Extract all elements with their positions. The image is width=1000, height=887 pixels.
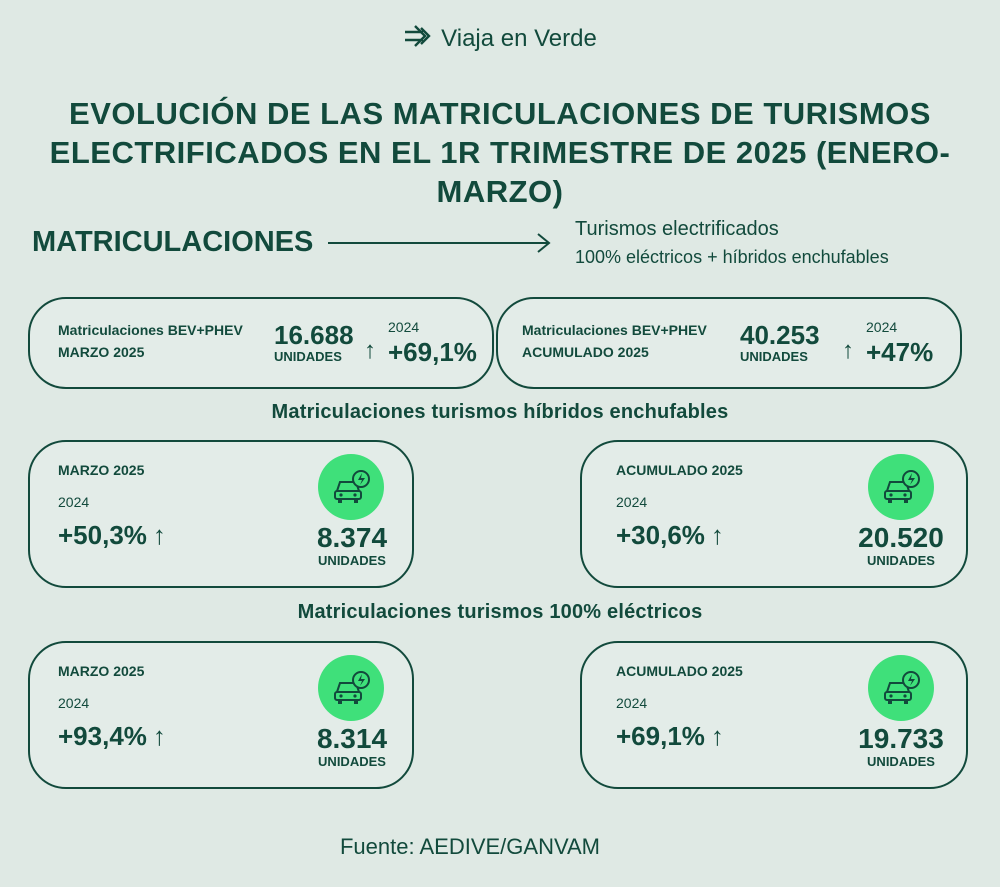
card-units: UNIDADES — [318, 754, 386, 769]
source-note: Fuente: AEDIVE/GANVAM — [339, 834, 601, 859]
card-label: Matriculaciones BEV+PHEV MARZO 2025 — [58, 319, 243, 363]
electric-car-icon — [318, 655, 384, 721]
change-percent: +69,1% — [388, 337, 477, 367]
bev-card-march: MARZO 2025 2024 +93,4% ↑ 8.314 UNIDADES — [28, 641, 414, 789]
card-units: UNIDADES — [318, 553, 386, 568]
change-percent: +93,4% ↑ — [58, 721, 166, 752]
comparison-year: 2024 — [616, 695, 648, 711]
top-card-march: Matriculaciones BEV+PHEV MARZO 2025 16.6… — [28, 297, 494, 389]
change-percent: +47% — [866, 337, 934, 367]
electric-car-icon — [868, 655, 934, 721]
description-line-2: 100% eléctricos + híbridos enchufables — [575, 247, 889, 267]
card-units: UNIDADES — [740, 349, 808, 364]
section-heading: MATRICULACIONES — [32, 226, 314, 258]
change-percent-value: +30,6% — [616, 520, 705, 550]
bev-heading: Matriculaciones turismos 100% eléctricos — [297, 601, 703, 623]
up-arrow-icon: ↑ — [710, 721, 724, 751]
phev-card-march: MARZO 2025 2024 +50,3% ↑ 8.374 UNIDADES — [28, 440, 414, 588]
card-label-line-1: Matriculaciones BEV+PHEV — [58, 322, 243, 338]
card-value: 16.688 — [274, 320, 354, 350]
card-label-line-2: MARZO 2025 — [58, 344, 145, 360]
section-description: Turismos electrificados 100% eléctricos … — [575, 216, 889, 270]
card-period: MARZO 2025 — [58, 663, 145, 679]
card-value: 8.314 — [316, 723, 388, 754]
electric-car-icon — [868, 454, 934, 520]
comparison-year: 2024 — [616, 494, 648, 510]
brand-name: Viaja en Verde — [441, 24, 597, 52]
up-arrow-icon: ↑ — [152, 721, 166, 751]
change-percent-value: +93,4% — [58, 721, 147, 751]
card-label-line-1: Matriculaciones BEV+PHEV — [522, 322, 707, 338]
card-label-line-2: ACUMULADO 2025 — [522, 344, 649, 360]
card-value: 8.374 — [316, 522, 388, 553]
phev-heading: Matriculaciones turismos híbridos enchuf… — [271, 401, 729, 423]
card-value: 40.253 — [740, 320, 820, 350]
comparison-year: 2024 — [866, 319, 898, 335]
comparison-year: 2024 — [58, 695, 90, 711]
title-line-1: EVOLUCIÓN DE LAS MATRICULACIONES DE TURI… — [69, 96, 931, 131]
up-arrow-icon: ↑ — [710, 520, 724, 550]
card-period: ACUMULADO 2025 — [616, 663, 743, 679]
change-percent: +30,6% ↑ — [616, 520, 724, 551]
change-percent-value: +69,1% — [616, 721, 705, 751]
card-value: 20.520 — [858, 522, 944, 553]
card-value: 19.733 — [858, 723, 944, 754]
up-arrow-icon: ↑ — [152, 520, 166, 550]
up-arrow-icon: ↑ — [842, 337, 854, 364]
card-units: UNIDADES — [274, 349, 342, 364]
card-label: Matriculaciones BEV+PHEV ACUMULADO 2025 — [522, 319, 707, 363]
change-percent: +50,3% ↑ — [58, 520, 166, 551]
comparison-year: 2024 — [58, 494, 90, 510]
leaf-arrows-icon — [403, 24, 433, 53]
bev-card-cumulative: ACUMULADO 2025 2024 +69,1% ↑ 19.733 UNIDA… — [580, 641, 968, 789]
right-arrow-icon — [328, 232, 552, 259]
card-period: ACUMULADO 2025 — [616, 462, 743, 478]
comparison-year: 2024 — [388, 319, 420, 335]
card-units: UNIDADES — [867, 553, 935, 568]
up-arrow-icon: ↑ — [364, 337, 376, 364]
phev-card-cumulative: ACUMULADO 2025 2024 +30,6% ↑ 20.520 UNIDA… — [580, 440, 968, 588]
change-percent: +69,1% ↑ — [616, 721, 724, 752]
top-card-cumulative: Matriculaciones BEV+PHEV ACUMULADO 2025 … — [496, 297, 962, 389]
card-units: UNIDADES — [867, 754, 935, 769]
description-line-1: Turismos electrificados — [575, 218, 779, 240]
title-line-2: ELECTRIFICADOS EN EL 1R TRIMESTRE DE 202… — [49, 135, 951, 209]
card-period: MARZO 2025 — [58, 462, 145, 478]
page-title: EVOLUCIÓN DE LAS MATRICULACIONES DE TURI… — [0, 94, 1000, 211]
brand: Viaja en Verde — [0, 24, 1000, 53]
electric-car-icon — [318, 454, 384, 520]
change-percent-value: +50,3% — [58, 520, 147, 550]
